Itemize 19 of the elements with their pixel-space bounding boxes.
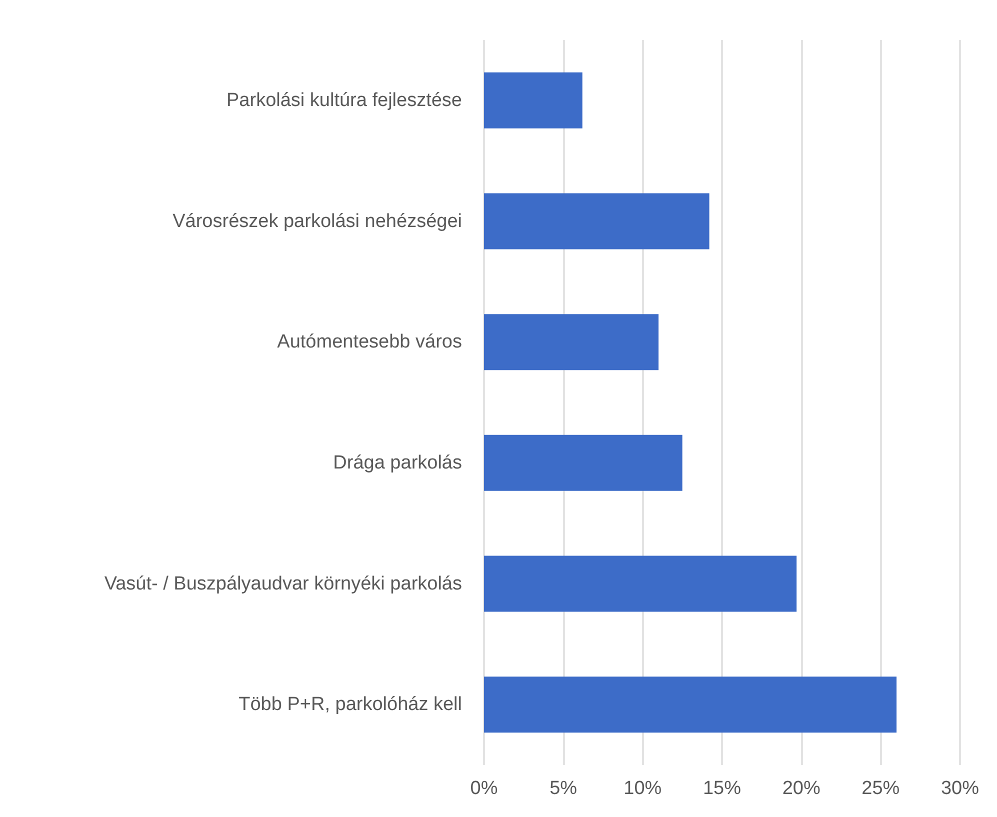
x-tick-label: 0% bbox=[470, 778, 498, 799]
y-tick-label: Vasút- / Buszpályaudvar környéki parkolás bbox=[104, 573, 462, 594]
bar bbox=[484, 193, 710, 250]
y-tick-label: Városrészek parkolási nehézségei bbox=[172, 210, 462, 232]
bar bbox=[484, 556, 797, 612]
bar bbox=[484, 676, 897, 733]
y-tick-label: Drága parkolás bbox=[333, 452, 462, 474]
bar bbox=[484, 72, 582, 128]
x-tick-label: 15% bbox=[702, 778, 742, 799]
bar bbox=[484, 434, 682, 491]
bar bbox=[484, 314, 659, 370]
x-tick-label: 20% bbox=[782, 778, 820, 799]
y-tick-label: Parkolási kultúra fejlesztése bbox=[226, 90, 462, 111]
x-tick-label: 10% bbox=[624, 778, 662, 799]
x-tick-label: 25% bbox=[862, 778, 900, 799]
y-tick-label: Több P+R, parkolóház kell bbox=[238, 694, 462, 716]
x-tick-label: 30% bbox=[940, 778, 980, 799]
x-tick-label: 5% bbox=[550, 778, 578, 799]
y-tick-label: Autómentesebb város bbox=[277, 332, 462, 353]
